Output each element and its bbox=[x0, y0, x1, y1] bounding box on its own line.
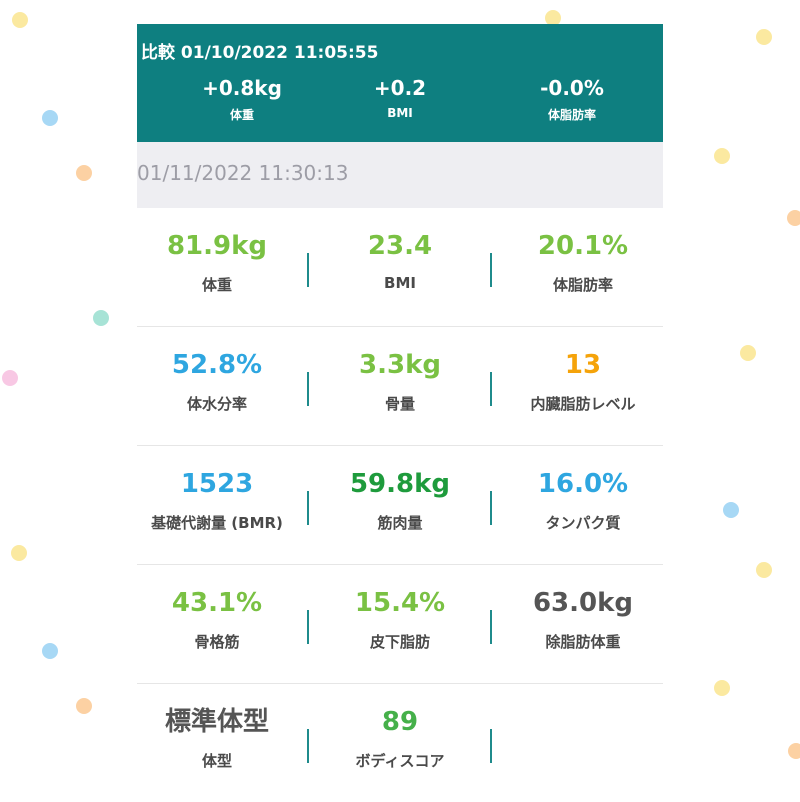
metrics-grid: 81.9kg 体重 23.4 BMI 20.1% 体脂肪率 52.8% 体水分率… bbox=[137, 208, 663, 802]
comparison-bmi-value: +0.2 bbox=[373, 76, 427, 100]
confetti-dot bbox=[787, 210, 800, 226]
metric-value: 89 bbox=[381, 707, 419, 737]
confetti-dot bbox=[76, 165, 92, 181]
metric-label: 体水分率 bbox=[186, 395, 247, 413]
metric-value: 15.4% bbox=[354, 588, 446, 618]
metrics-row: 1523 基礎代謝量 (BMR) 59.8kg 筋肉量 16.0% タンパク質 bbox=[137, 446, 663, 565]
metric-label: BMI bbox=[384, 274, 416, 292]
metric-value: 16.0% bbox=[537, 469, 629, 499]
metric-value: 59.8kg bbox=[349, 469, 451, 499]
metric-value: 1523 bbox=[180, 469, 254, 499]
confetti-dot bbox=[723, 502, 739, 518]
confetti-dot bbox=[714, 148, 730, 164]
metrics-row: 43.1% 骨格筋 15.4% 皮下脂肪 63.0kg 除脂肪体重 bbox=[137, 565, 663, 684]
metric-label: 骨格筋 bbox=[194, 633, 240, 651]
metric-visceral-fat: 13 内臓脂肪レベル bbox=[503, 327, 663, 414]
confetti-dot bbox=[2, 370, 18, 386]
metric-value: 52.8% bbox=[171, 350, 263, 380]
metric-value: 23.4 bbox=[367, 231, 433, 261]
metric-value: 3.3kg bbox=[359, 350, 441, 380]
metric-value: 20.1% bbox=[537, 231, 629, 261]
metrics-row: 81.9kg 体重 23.4 BMI 20.1% 体脂肪率 bbox=[137, 208, 663, 327]
metric-value: 63.0kg bbox=[532, 588, 634, 618]
column-divider bbox=[490, 372, 492, 406]
metrics-row: 標準体型 体型 89 ボディスコア bbox=[137, 684, 663, 802]
metric-label: 基礎代謝量 (BMR) bbox=[151, 514, 283, 532]
metric-protein: 16.0% タンパク質 bbox=[503, 446, 663, 533]
column-divider bbox=[490, 491, 492, 525]
confetti-dot bbox=[42, 110, 58, 126]
metrics-row: 52.8% 体水分率 3.3kg 骨量 13 内臓脂肪レベル bbox=[137, 327, 663, 446]
metric-value: 13 bbox=[564, 350, 602, 380]
metric-label: 除脂肪体重 bbox=[545, 633, 621, 651]
comparison-body-fat-value: -0.0% bbox=[540, 76, 604, 100]
measurement-card: 比較 01/10/2022 11:05:55 +0.8kg 体重 +0.2 BM… bbox=[137, 24, 663, 800]
comparison-title: 比較 01/10/2022 11:05:55 bbox=[141, 43, 379, 63]
metric-value: 標準体型 bbox=[164, 707, 269, 737]
column-divider bbox=[490, 610, 492, 644]
metric-body-water: 52.8% 体水分率 bbox=[137, 327, 297, 414]
metric-skeletal-muscle: 43.1% 骨格筋 bbox=[137, 565, 297, 652]
metric-bmi: 23.4 BMI bbox=[320, 208, 480, 292]
metric-body-type: 標準体型 体型 bbox=[137, 684, 297, 771]
column-divider bbox=[307, 610, 309, 644]
confetti-dot bbox=[12, 12, 28, 28]
metric-lean-body-mass: 63.0kg 除脂肪体重 bbox=[503, 565, 663, 652]
metric-label: タンパク質 bbox=[545, 514, 621, 532]
measurement-date: 01/11/2022 11:30:13 bbox=[137, 161, 349, 185]
metric-body-fat: 20.1% 体脂肪率 bbox=[503, 208, 663, 295]
metric-bmr: 1523 基礎代謝量 (BMR) bbox=[137, 446, 297, 533]
column-divider bbox=[307, 729, 309, 763]
column-divider bbox=[307, 491, 309, 525]
metric-label: ボディスコア bbox=[355, 752, 445, 770]
column-divider bbox=[490, 729, 492, 763]
comparison-weight-value: +0.8kg bbox=[202, 76, 282, 100]
column-divider bbox=[307, 372, 309, 406]
comparison-bmi-label: BMI bbox=[387, 106, 413, 120]
column-divider bbox=[490, 253, 492, 287]
metric-label: 体型 bbox=[201, 752, 232, 770]
comparison-weight-label: 体重 bbox=[229, 108, 254, 122]
measurement-date-bar: 01/11/2022 11:30:13 bbox=[137, 142, 663, 208]
confetti-dot bbox=[11, 545, 27, 561]
comparison-weight: +0.8kg 体重 bbox=[172, 76, 312, 123]
comparison-header: 比較 01/10/2022 11:05:55 +0.8kg 体重 +0.2 BM… bbox=[137, 24, 663, 142]
confetti-dot bbox=[788, 743, 800, 759]
metric-weight: 81.9kg 体重 bbox=[137, 208, 297, 295]
confetti-dot bbox=[714, 680, 730, 696]
comparison-bmi: +0.2 BMI bbox=[330, 76, 470, 120]
comparison-body-fat-label: 体脂肪率 bbox=[547, 108, 596, 122]
confetti-dot bbox=[76, 698, 92, 714]
metric-label: 内臓脂肪レベル bbox=[530, 395, 636, 413]
confetti-dot bbox=[756, 562, 772, 578]
metric-value: 81.9kg bbox=[166, 231, 268, 261]
confetti-dot bbox=[42, 643, 58, 659]
metric-label: 骨量 bbox=[384, 395, 415, 413]
metric-label: 体重 bbox=[201, 276, 232, 294]
metric-subcutaneous-fat: 15.4% 皮下脂肪 bbox=[320, 565, 480, 652]
comparison-body-fat: -0.0% 体脂肪率 bbox=[502, 76, 642, 123]
confetti-dot bbox=[93, 310, 109, 326]
metric-value: 43.1% bbox=[171, 588, 263, 618]
metric-label: 体脂肪率 bbox=[552, 276, 613, 294]
metric-label: 筋肉量 bbox=[377, 514, 423, 532]
metric-body-score: 89 ボディスコア bbox=[320, 684, 480, 771]
metric-bone-mass: 3.3kg 骨量 bbox=[320, 327, 480, 414]
column-divider bbox=[307, 253, 309, 287]
confetti-dot bbox=[756, 29, 772, 45]
metric-muscle-mass: 59.8kg 筋肉量 bbox=[320, 446, 480, 533]
metric-label: 皮下脂肪 bbox=[369, 633, 430, 651]
confetti-dot bbox=[545, 10, 561, 26]
confetti-dot bbox=[740, 345, 756, 361]
